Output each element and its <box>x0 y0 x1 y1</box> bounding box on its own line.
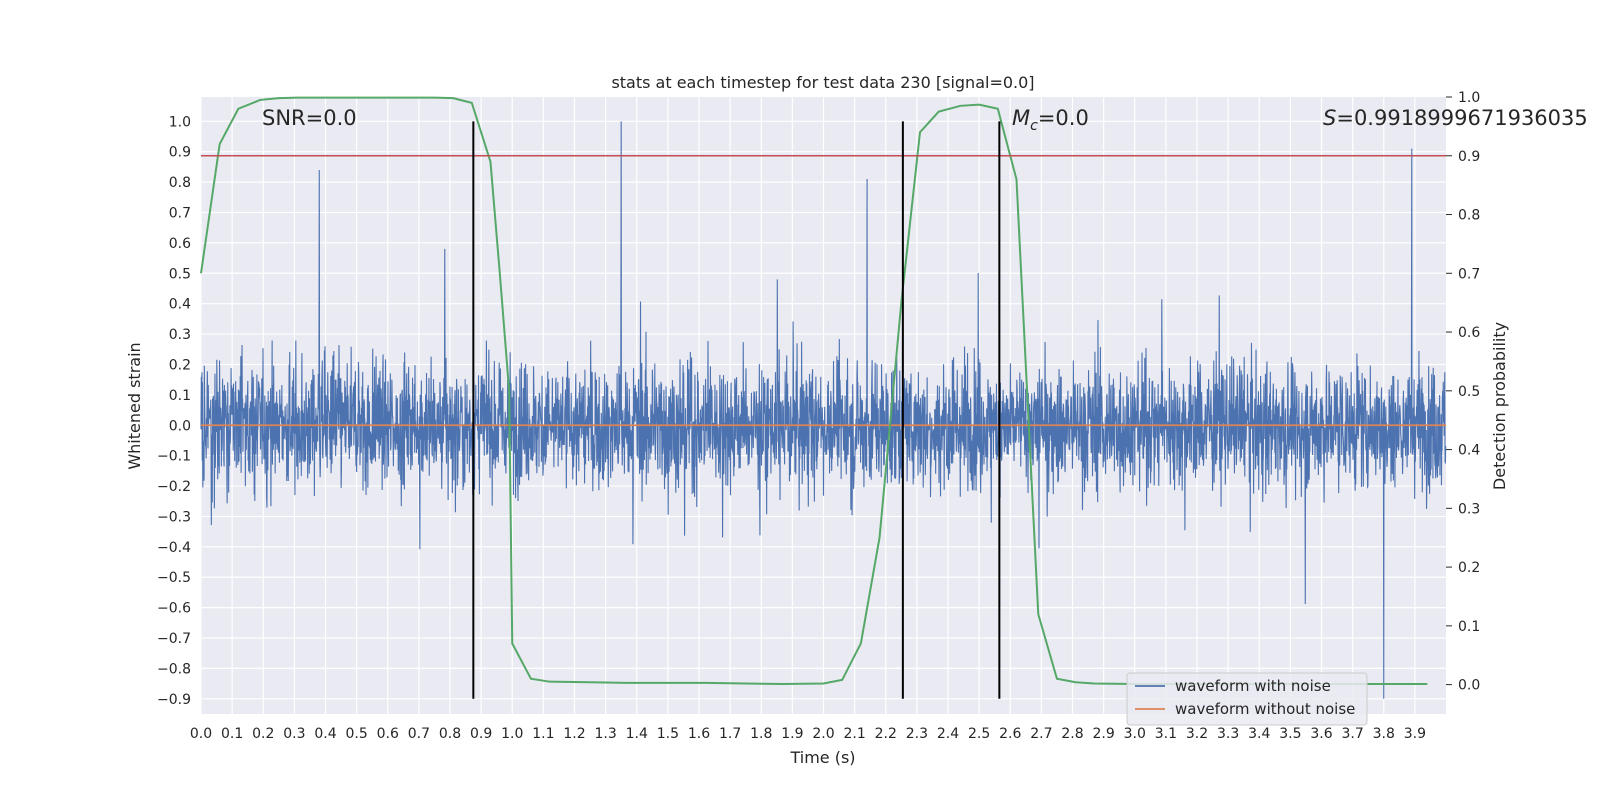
left-y-tick-label: 0.8 <box>169 175 191 191</box>
waveform-with-noise-series <box>200 121 1447 699</box>
legend: waveform with noise waveform without noi… <box>1126 672 1368 726</box>
x-tick-label: 1.4 <box>626 726 648 742</box>
x-tick-label: 2.0 <box>812 726 834 742</box>
x-tick-label: 3.4 <box>1248 726 1270 742</box>
left-y-tick-label: 0.9 <box>169 145 191 161</box>
vertical-markers <box>472 121 1001 699</box>
x-axis-label: Time (s) <box>789 748 855 767</box>
x-tick-label: 3.8 <box>1373 726 1395 742</box>
x-tick-label: 0.4 <box>314 726 336 742</box>
x-tick-label: 3.0 <box>1124 726 1146 742</box>
x-tick-label: 0.9 <box>470 726 492 742</box>
left-y-tick-label: −0.6 <box>157 601 191 617</box>
left-y-tick-label: −0.2 <box>157 479 191 495</box>
x-tick-label: 3.3 <box>1217 726 1239 742</box>
right-y-tick-label: 0.4 <box>1458 443 1480 459</box>
chart-title: stats at each timestep for test data 230… <box>611 73 1034 92</box>
x-tick-label: 0.1 <box>221 726 243 742</box>
left-y-axis-label: Whitened strain <box>125 342 144 469</box>
left-y-tick-label: −0.1 <box>157 449 191 465</box>
left-y-tick-label: −0.7 <box>157 631 191 647</box>
snr-annotation: SNR=0.0 <box>262 106 357 130</box>
x-tick-label: 2.9 <box>1092 726 1114 742</box>
x-tick-label: 0.0 <box>190 726 212 742</box>
x-tick-label: 1.6 <box>688 726 710 742</box>
right-y-tick-label: 0.0 <box>1458 678 1480 694</box>
s-annotation: S=0.9918999671936035 <box>1323 106 1588 130</box>
x-tick-label: 0.8 <box>439 726 461 742</box>
x-tick-label: 0.2 <box>252 726 274 742</box>
right-y-tick-label: 0.3 <box>1458 501 1480 517</box>
left-y-tick-label: 1.0 <box>169 114 191 130</box>
x-tick-label: 3.2 <box>1186 726 1208 742</box>
mc-annotation: Mc=0.0 <box>1012 106 1089 134</box>
x-tick-label: 2.4 <box>937 726 959 742</box>
right-y-tick-label: 1.0 <box>1458 90 1480 106</box>
mc-subscript: c <box>1030 118 1038 134</box>
right-y-tick-label: 0.2 <box>1458 560 1480 576</box>
left-y-axis-ticks: 1.0 0.9 0.8 0.7 0.6 0.5 0.4 0.3 0.2 0.1 0.0 −0.1 −0.… <box>157 114 191 707</box>
x-tick-label: 3.6 <box>1310 726 1332 742</box>
left-y-tick-label: 0.1 <box>169 388 191 404</box>
right-y-tick-label: 0.9 <box>1458 149 1480 165</box>
left-y-tick-label: −0.8 <box>157 661 191 677</box>
mc-value: =0.0 <box>1038 106 1089 130</box>
left-y-tick-label: 0.5 <box>169 266 191 282</box>
left-y-tick-label: −0.3 <box>157 509 191 525</box>
x-tick-label: 1.5 <box>657 726 679 742</box>
x-tick-label: 1.2 <box>563 726 585 742</box>
s-value: =0.9918999671936035 <box>1336 106 1587 130</box>
right-y-tick-label: 0.6 <box>1458 325 1480 341</box>
right-y-axis-label: Detection probability <box>1490 322 1509 490</box>
left-y-tick-label: −0.4 <box>157 540 191 556</box>
right-y-axis-ticks: 1.0 0.9 0.8 0.7 0.6 0.5 0.4 0.3 0.2 0.1 0.0 <box>1446 90 1480 694</box>
x-tick-label: 2.7 <box>1030 726 1052 742</box>
left-y-tick-label: 0.0 <box>169 418 191 434</box>
right-y-tick-label: 0.1 <box>1458 619 1480 635</box>
x-tick-label: 3.7 <box>1341 726 1363 742</box>
x-tick-label: 1.1 <box>532 726 554 742</box>
x-tick-label: 2.6 <box>999 726 1021 742</box>
legend-label-noise: waveform with noise <box>1175 677 1331 695</box>
s-symbol: S <box>1323 106 1336 130</box>
mc-symbol: M <box>1012 106 1030 130</box>
x-tick-label: 2.8 <box>1061 726 1083 742</box>
x-axis-ticks: 0.0 0.1 0.2 0.3 0.4 0.5 0.6 0.7 0.8 0.9 1.0 1.1 1.2 1… <box>190 726 1426 742</box>
x-tick-label: 2.2 <box>875 726 897 742</box>
x-tick-label: 2.1 <box>843 726 865 742</box>
left-y-tick-label: −0.9 <box>157 692 191 708</box>
left-y-tick-label: 0.7 <box>169 205 191 221</box>
left-y-tick-label: 0.6 <box>169 236 191 252</box>
x-tick-label: 0.7 <box>408 726 430 742</box>
left-y-tick-label: −0.5 <box>157 570 191 586</box>
right-y-tick-label: 0.7 <box>1458 266 1480 282</box>
legend-box <box>1126 672 1368 726</box>
x-tick-label: 2.5 <box>968 726 990 742</box>
left-y-tick-label: 0.4 <box>169 297 191 313</box>
waveform-with-noise-line <box>200 121 1447 699</box>
x-tick-label: 1.3 <box>594 726 616 742</box>
right-y-tick-label: 0.5 <box>1458 384 1480 400</box>
x-tick-label: 1.0 <box>501 726 523 742</box>
legend-label-clean: waveform without noise <box>1175 700 1355 718</box>
left-y-tick-label: 0.3 <box>169 327 191 343</box>
right-y-tick-label: 0.8 <box>1458 208 1480 224</box>
x-tick-label: 3.1 <box>1155 726 1177 742</box>
x-tick-label: 0.5 <box>345 726 367 742</box>
x-tick-label: 3.5 <box>1279 726 1301 742</box>
x-tick-label: 1.9 <box>781 726 803 742</box>
x-tick-label: 0.6 <box>377 726 399 742</box>
left-y-tick-label: 0.2 <box>169 357 191 373</box>
x-tick-label: 0.3 <box>283 726 305 742</box>
x-tick-label: 1.8 <box>750 726 772 742</box>
x-tick-label: 1.7 <box>719 726 741 742</box>
x-tick-label: 2.3 <box>906 726 928 742</box>
x-tick-label: 3.9 <box>1404 726 1426 742</box>
